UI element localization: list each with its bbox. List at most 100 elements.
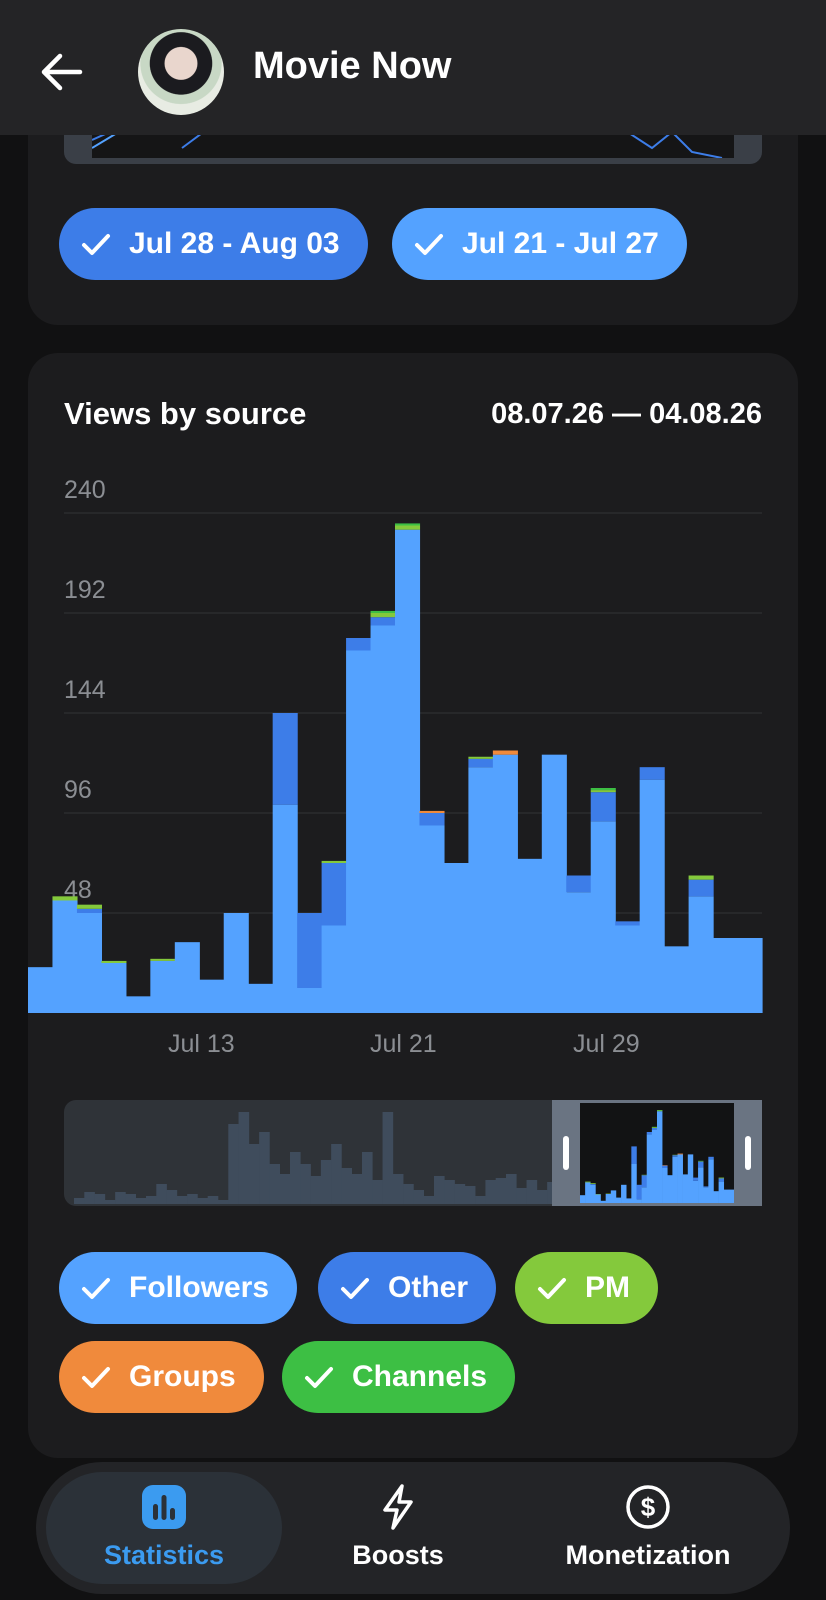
- bar-followers-21: [541, 754, 567, 1013]
- navigator-history-bar-2: [94, 1194, 106, 1204]
- navigator-bar-28: [723, 1189, 730, 1204]
- bar-other-24: [615, 921, 641, 926]
- bar-followers-22: [566, 892, 592, 1013]
- navigator-bar-3: [595, 1194, 601, 1204]
- date-chip-current-week[interactable]: Jul 28 - Aug 03: [59, 208, 368, 280]
- x-tick-jul-29: Jul 29: [573, 1030, 640, 1058]
- navigator-history-bar-5: [125, 1194, 137, 1204]
- bar-followers-2: [76, 913, 102, 1013]
- navigator-history-bar-10: [176, 1196, 188, 1204]
- navigator-history-bar-23: [310, 1176, 322, 1204]
- dollar-circle-icon: $: [626, 1485, 670, 1529]
- navigator-bar-1: [585, 1182, 591, 1204]
- navigator-bar-7: [615, 1197, 622, 1204]
- bar-followers-3: [101, 963, 127, 1013]
- date-chip-label: Jul 21 - Jul 27: [462, 227, 659, 260]
- bar-followers-29: [737, 938, 763, 1013]
- navigator-bar-27: [718, 1181, 725, 1204]
- navigator-bar-2: [590, 1184, 596, 1185]
- navigator-left-handle[interactable]: [563, 1136, 569, 1170]
- navigator-bar-23: [698, 1167, 704, 1204]
- chart-bars: [28, 523, 763, 1013]
- bar-followers-10: [272, 804, 298, 1013]
- navigator-bar-14: [651, 1128, 658, 1130]
- legend-chip-groups[interactable]: Groups: [59, 1341, 264, 1413]
- navigator-bar-17: [667, 1175, 673, 1204]
- nav-boosts[interactable]: Boosts: [298, 1472, 498, 1584]
- bar-other-16: [419, 813, 445, 826]
- legend-chip-pm[interactable]: PM: [515, 1252, 658, 1324]
- bar-followers-23: [590, 821, 616, 1013]
- navigator-bar-26: [713, 1191, 719, 1204]
- navigator-history-bar-14: [218, 1200, 229, 1204]
- bar-other-13: [346, 638, 372, 651]
- navigator-history-bar-33: [413, 1190, 425, 1204]
- navigator-history-bar-26: [341, 1168, 353, 1204]
- navigator-history-bar-44: [526, 1180, 538, 1204]
- check-icon: [415, 234, 443, 255]
- bar-followers-18: [468, 767, 494, 1013]
- navigator-history-bar-15: [228, 1124, 239, 1204]
- bar-other-23: [590, 792, 616, 822]
- bar-pm-5: [150, 958, 176, 961]
- bar-other-27: [688, 879, 714, 897]
- channel-avatar[interactable]: [138, 29, 224, 115]
- navigator-history-bar-28: [362, 1152, 373, 1204]
- bar-followers-27: [688, 896, 714, 1013]
- nav-monetization[interactable]: $ Monetization: [516, 1472, 780, 1584]
- legend-chip-label: Other: [388, 1271, 469, 1304]
- y-tick-144: 144: [64, 676, 106, 704]
- bar-followers-9: [248, 983, 274, 1013]
- date-chip-previous-week[interactable]: Jul 21 - Jul 27: [392, 208, 687, 280]
- bar-followers-25: [639, 779, 665, 1013]
- navigator-bar-24: [703, 1186, 709, 1188]
- back-button[interactable]: [38, 50, 88, 94]
- navigator-history-bar-1: [84, 1192, 95, 1204]
- legend-chip-followers[interactable]: Followers: [59, 1252, 298, 1324]
- date-chip-label: Jul 28 - Aug 03: [129, 227, 340, 260]
- y-tick-192: 192: [64, 576, 106, 604]
- views-by-source-chart[interactable]: [0, 0, 826, 1220]
- navigator-history-bar-34: [423, 1196, 435, 1204]
- navigator-bar-0: [580, 1195, 586, 1204]
- navigator-right-handle[interactable]: [745, 1136, 751, 1170]
- top-app-bar: Movie Now: [0, 0, 826, 135]
- navigator-history-bar-40: [485, 1180, 497, 1204]
- nav-statistics[interactable]: Statistics: [46, 1472, 282, 1584]
- nav-boosts-label: Boosts: [352, 1540, 444, 1570]
- bar-other-12: [321, 863, 347, 926]
- chart-title: Views by source: [64, 396, 307, 431]
- bar-followers-17: [443, 863, 469, 1013]
- navigator-window-frame[interactable]: [552, 1100, 762, 1206]
- navigator-history-bar-38: [464, 1186, 476, 1204]
- bar-other-11: [297, 913, 323, 988]
- navigator-history-bar-21: [290, 1152, 301, 1204]
- bar-followers-11: [297, 988, 323, 1013]
- legend-chip-label: Groups: [129, 1360, 236, 1393]
- bar-other-18: [468, 758, 494, 768]
- x-tick-jul-13: Jul 13: [168, 1030, 235, 1058]
- navigator-history-bar-19: [269, 1164, 281, 1204]
- navigator-history-bar-41: [495, 1178, 507, 1204]
- navigator-history-bar-8: [156, 1184, 167, 1204]
- navigator-bar-6: [610, 1190, 617, 1204]
- y-tick-240: 240: [64, 476, 106, 504]
- navigator-history-bar-22: [300, 1164, 311, 1204]
- navigator-bar-8: [621, 1184, 627, 1204]
- navigator-bar-25: [708, 1156, 714, 1160]
- chart-range-navigator[interactable]: [64, 1100, 762, 1206]
- check-icon: [82, 1278, 110, 1299]
- navigator-bar-2: [590, 1184, 596, 1204]
- bar-followers-4: [125, 996, 151, 1013]
- lightning-icon: [383, 1484, 413, 1530]
- legend-chip-other[interactable]: Other: [318, 1252, 497, 1324]
- legend-chip-channels[interactable]: Channels: [282, 1341, 516, 1413]
- navigator-bar-21: [687, 1154, 694, 1204]
- x-tick-jul-21: Jul 21: [370, 1030, 437, 1058]
- navigator-history-bar-3: [104, 1200, 116, 1204]
- chart-date-range: 08.07.26 — 04.08.26: [491, 398, 762, 430]
- bar-followers-12: [321, 925, 347, 1013]
- navigator-history-bar-32: [403, 1184, 414, 1204]
- navigator-bar-2: [590, 1183, 596, 1184]
- navigator-history-bar-42: [506, 1174, 517, 1204]
